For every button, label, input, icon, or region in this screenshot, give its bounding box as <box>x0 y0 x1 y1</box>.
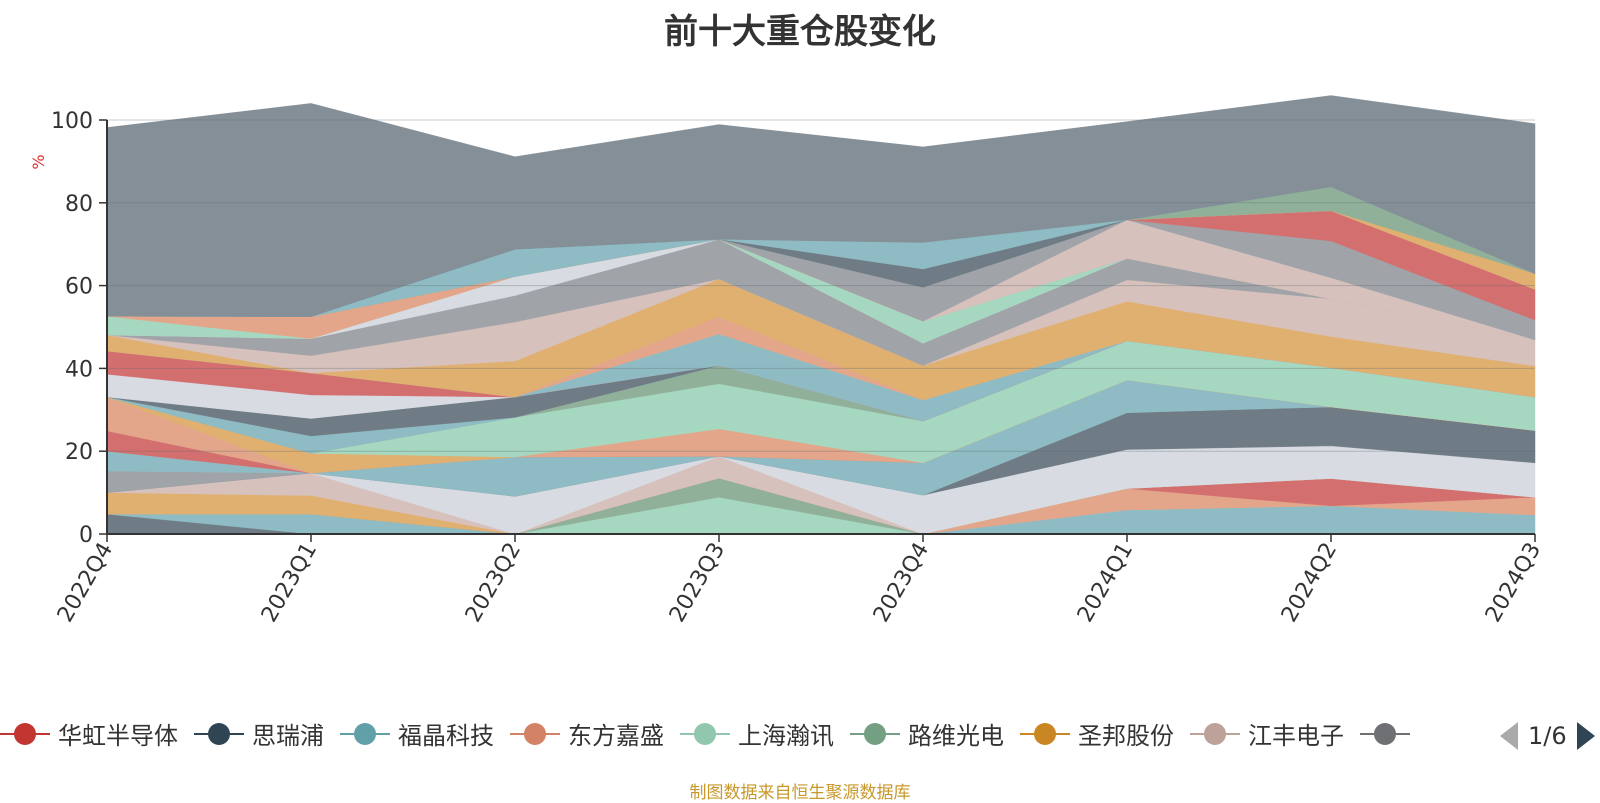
legend-page-indicator: 1/6 <box>1528 722 1567 750</box>
legend-item[interactable]: 华虹半导体 <box>0 716 178 751</box>
x-tick-label: 2024Q2 <box>1277 539 1342 627</box>
legend-marker-icon <box>1190 722 1240 746</box>
source-note: 制图数据来自恒生聚源数据库 <box>689 783 911 803</box>
legend-marker-icon <box>510 722 560 746</box>
area-series-group <box>106 95 1536 535</box>
grid-lines <box>107 119 1535 452</box>
y-tick-label: 80 <box>65 192 93 217</box>
legend-label: 江丰电子 <box>1248 722 1344 750</box>
legend-item[interactable]: 路维光电 <box>850 716 1004 751</box>
legend-item[interactable]: 思瑞浦 <box>194 716 324 751</box>
area-series-41 <box>106 95 1536 317</box>
legend-marker-icon <box>680 722 730 746</box>
legend-pager: 1/6 <box>1500 716 1595 756</box>
legend-marker-icon <box>850 722 900 746</box>
x-tick-label: 2023Q1 <box>257 539 322 627</box>
legend-item[interactable]: 上海瀚讯 <box>680 716 834 751</box>
legend-label: 思瑞浦 <box>252 722 324 750</box>
legend-label: 上海瀚讯 <box>738 722 834 750</box>
x-tick-label: 2022Q4 <box>53 539 118 627</box>
x-tick-label: 2023Q2 <box>461 539 526 627</box>
x-tick-label: 2024Q1 <box>1073 539 1138 627</box>
x-tick-label: 2024Q3 <box>1481 539 1546 627</box>
legend-label: 福晶科技 <box>398 722 494 750</box>
legend-marker-icon <box>194 722 244 746</box>
legend-next-arrow-icon[interactable] <box>1576 722 1595 750</box>
legend-marker-icon <box>1360 722 1410 746</box>
y-axis-label: % <box>29 154 48 169</box>
legend-item[interactable]: 圣邦股份 <box>1020 716 1174 751</box>
legend: 华虹半导体 思瑞浦 福晶科技 东方嘉盛 上海瀚讯 路维光电 圣邦股份 江丰电子 <box>0 716 1480 756</box>
y-tick-label: 60 <box>65 275 93 300</box>
legend-marker-icon <box>340 722 390 746</box>
chart-title: 前十大重仓股变化 <box>664 12 936 52</box>
legend-label: 东方嘉盛 <box>568 722 664 750</box>
legend-item[interactable]: 福晶科技 <box>340 716 494 751</box>
legend-label: 华虹半导体 <box>58 722 178 750</box>
legend-item[interactable] <box>1360 722 1418 746</box>
y-tick-label: 100 <box>51 109 93 134</box>
y-tick-label: 0 <box>79 523 93 548</box>
legend-marker-icon <box>0 722 50 746</box>
legend-marker-icon <box>1020 722 1070 746</box>
y-tick-label: 40 <box>65 357 93 382</box>
x-tick-label: 2023Q3 <box>665 539 730 627</box>
legend-item[interactable]: 江丰电子 <box>1190 716 1344 751</box>
legend-label: 路维光电 <box>908 722 1004 750</box>
legend-prev-arrow-icon[interactable] <box>1500 722 1518 750</box>
y-tick-label: 20 <box>65 440 93 465</box>
legend-item[interactable]: 东方嘉盛 <box>510 716 664 751</box>
legend-label: 圣邦股份 <box>1078 722 1174 750</box>
x-tick-label: 2023Q4 <box>869 539 934 627</box>
